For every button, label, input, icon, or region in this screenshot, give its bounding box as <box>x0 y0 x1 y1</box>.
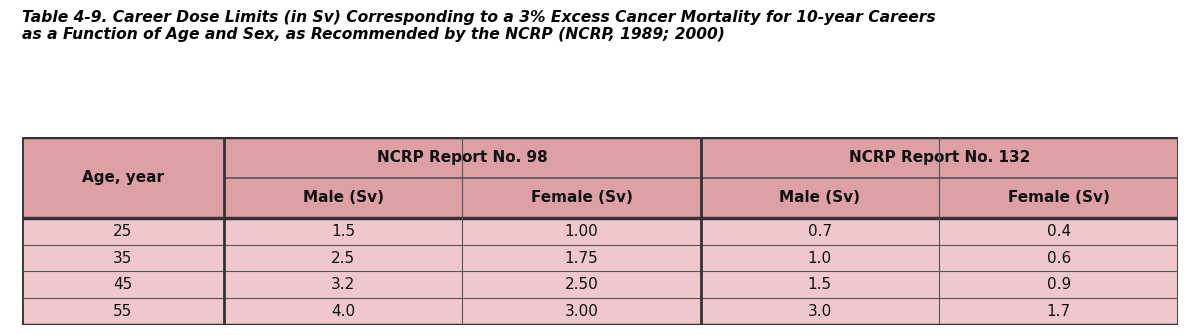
Bar <box>938 298 1178 325</box>
Text: NCRP Report No. 132: NCRP Report No. 132 <box>848 150 1031 165</box>
Bar <box>22 218 224 245</box>
Text: 1.7: 1.7 <box>1046 304 1070 319</box>
Bar <box>701 245 938 271</box>
Text: 0.4: 0.4 <box>1046 224 1070 239</box>
Bar <box>224 178 462 218</box>
Text: Male (Sv): Male (Sv) <box>302 190 384 205</box>
Bar <box>22 137 224 218</box>
Text: 3.2: 3.2 <box>331 277 355 292</box>
Text: 1.5: 1.5 <box>808 277 832 292</box>
Bar <box>224 137 701 178</box>
Bar <box>462 218 701 245</box>
Bar <box>938 245 1178 271</box>
Bar <box>22 271 224 298</box>
Bar <box>938 218 1178 245</box>
Text: 1.0: 1.0 <box>808 251 832 266</box>
Text: 2.50: 2.50 <box>565 277 599 292</box>
Text: 1.00: 1.00 <box>565 224 599 239</box>
Text: 25: 25 <box>113 224 132 239</box>
Bar <box>938 271 1178 298</box>
Text: 1.75: 1.75 <box>565 251 599 266</box>
Bar <box>462 178 701 218</box>
Text: 4.0: 4.0 <box>331 304 355 319</box>
Text: 0.9: 0.9 <box>1046 277 1070 292</box>
Bar <box>701 298 938 325</box>
Text: Table 4-9. Career Dose Limits (in Sv) Corresponding to a 3% Excess Cancer Mortal: Table 4-9. Career Dose Limits (in Sv) Co… <box>22 10 935 43</box>
Text: 55: 55 <box>113 304 132 319</box>
Bar <box>462 298 701 325</box>
Text: 1.5: 1.5 <box>331 224 355 239</box>
Bar <box>938 178 1178 218</box>
Text: Female (Sv): Female (Sv) <box>1008 190 1110 205</box>
Bar <box>462 271 701 298</box>
Text: 3.0: 3.0 <box>808 304 832 319</box>
Bar <box>701 137 1178 178</box>
Text: NCRP Report No. 98: NCRP Report No. 98 <box>377 150 547 165</box>
Text: 3.00: 3.00 <box>564 304 599 319</box>
Text: 0.7: 0.7 <box>808 224 832 239</box>
Bar <box>22 298 224 325</box>
Bar <box>701 271 938 298</box>
Bar <box>22 245 224 271</box>
Bar <box>701 218 938 245</box>
Text: 0.6: 0.6 <box>1046 251 1070 266</box>
Text: 35: 35 <box>113 251 132 266</box>
Bar <box>224 271 462 298</box>
Text: 2.5: 2.5 <box>331 251 355 266</box>
Bar <box>224 298 462 325</box>
Text: Female (Sv): Female (Sv) <box>530 190 632 205</box>
Text: Male (Sv): Male (Sv) <box>779 190 860 205</box>
Bar <box>224 218 462 245</box>
Bar <box>462 245 701 271</box>
Text: Age, year: Age, year <box>82 170 164 185</box>
Text: 45: 45 <box>113 277 132 292</box>
Bar <box>224 245 462 271</box>
Bar <box>701 178 938 218</box>
